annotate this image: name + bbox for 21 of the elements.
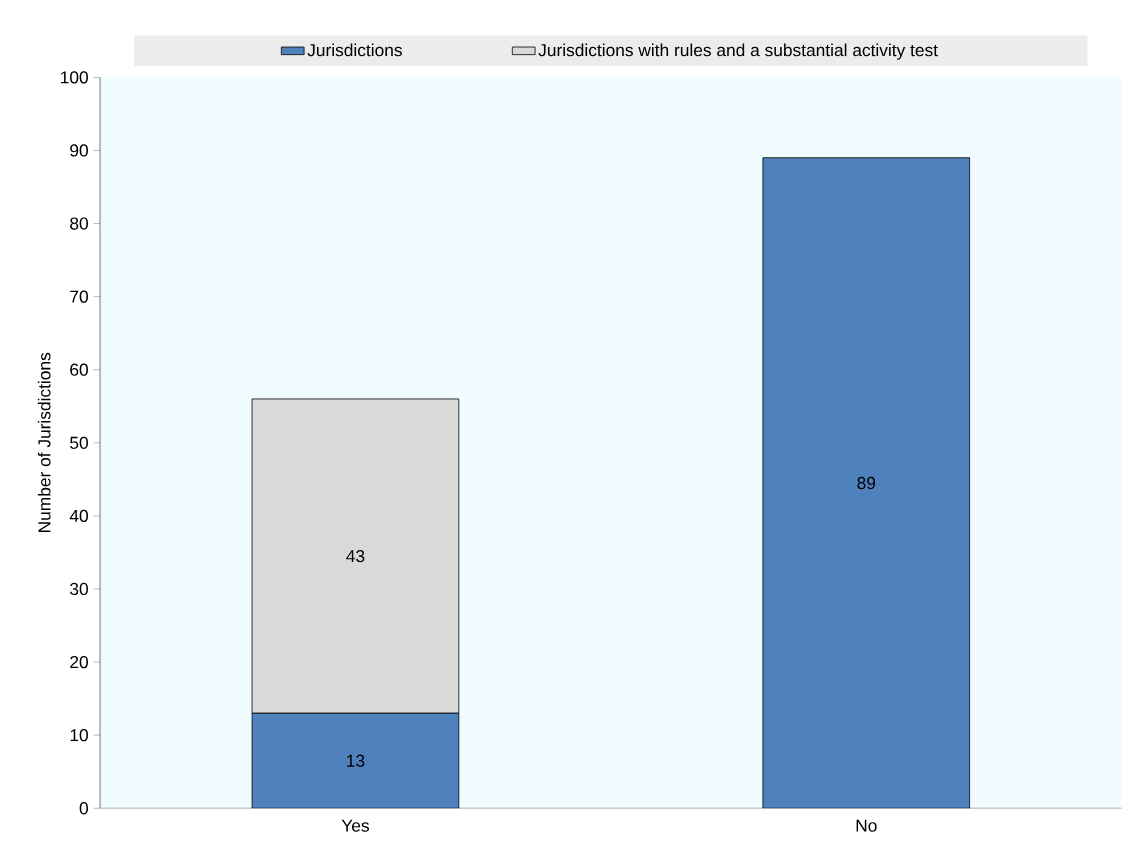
y-tick-label: 90 [70,144,88,157]
legend-label: Jurisdictions [307,43,402,57]
data-label: 43 [346,549,365,563]
bar [762,157,971,809]
y-tick-label: 100 [61,71,88,84]
x-tick-label: Yes [341,819,369,832]
y-tick-label: 50 [70,436,88,449]
y-tick-label: 30 [70,582,88,596]
y-tick-label: 10 [70,729,88,742]
y-tick-label: 0 [79,802,88,815]
y-tick-label: 70 [70,290,88,303]
y-axis-title: Number of Jurisdictions [37,352,51,532]
data-label: 13 [347,754,365,767]
y-tick-label: 40 [69,509,88,523]
legend-label: Jurisdictions with rules and a substantial activity test [538,43,938,60]
data-label: 89 [857,476,876,490]
x-tick-label: No [856,819,877,832]
y-tick-label: 80 [70,217,88,230]
y-tick-label: 20 [70,655,88,669]
bar [251,712,460,809]
y-tick-label: 60 [70,363,88,376]
